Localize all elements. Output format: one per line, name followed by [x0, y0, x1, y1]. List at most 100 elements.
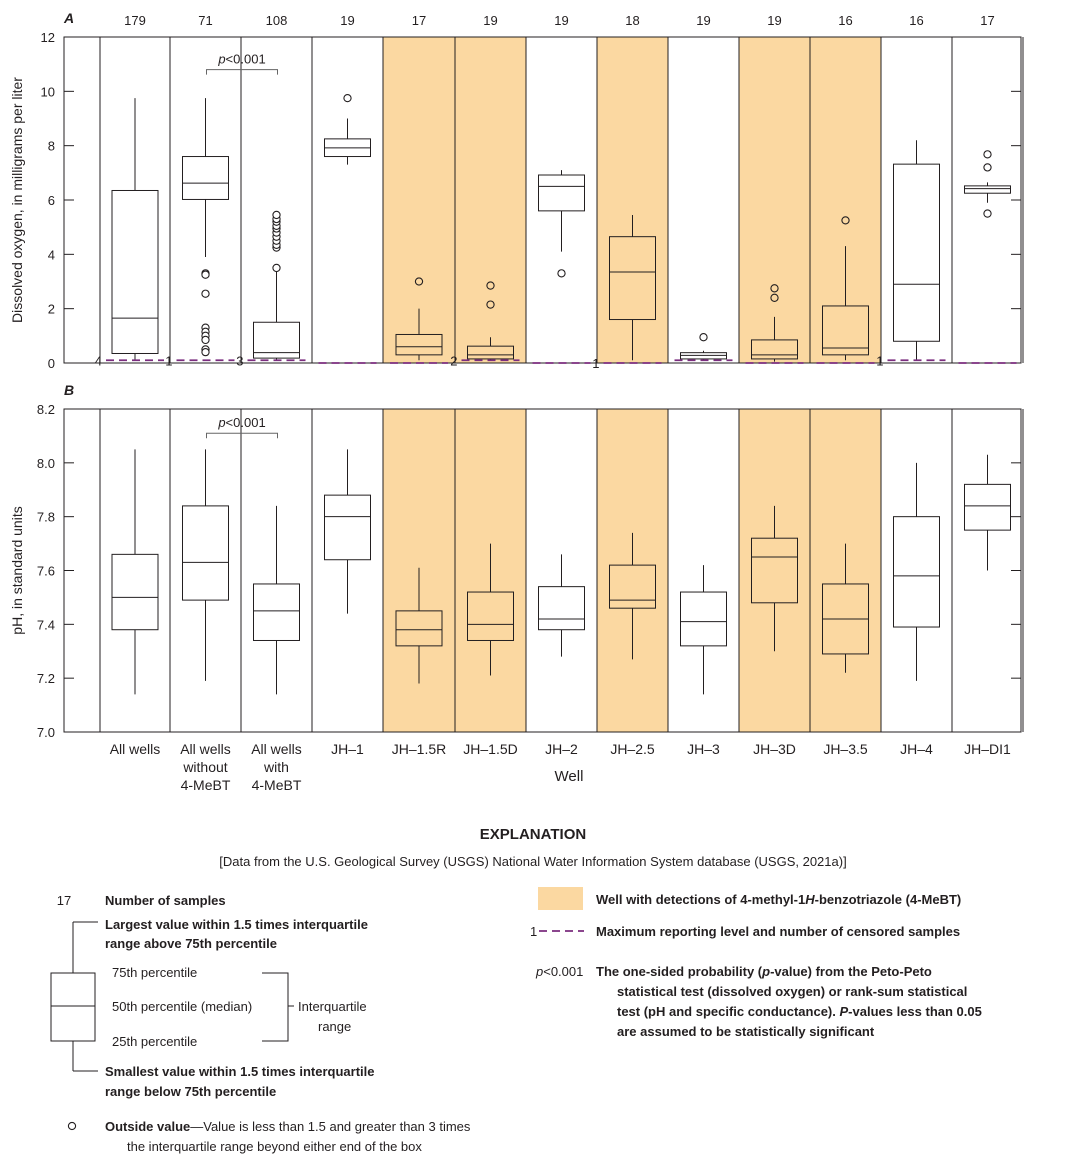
boxplot-12 — [964, 454, 1011, 571]
censored-count-label: 2 — [450, 353, 457, 368]
censored-count-label: 1 — [165, 353, 172, 368]
legend-largest-line1: Largest value within 1.5 times interquar… — [105, 917, 368, 932]
x-tick-label: JH–3.5 — [823, 741, 868, 757]
box-iqr — [111, 189, 159, 354]
box-iqr — [964, 185, 1011, 194]
boxplot-3 — [324, 449, 371, 614]
pvalue-label: p<0.001 — [217, 52, 265, 67]
legend-smallest-line1: Smallest value within 1.5 times interqua… — [105, 1064, 374, 1079]
sample-count: 17 — [412, 13, 426, 28]
y-tick-label: 4 — [48, 247, 55, 262]
legend-outside-bold: Outside value — [105, 1119, 190, 1134]
boxplot-10 — [822, 543, 869, 673]
box-iqr — [395, 610, 443, 647]
legend-reporting-label: Maximum reporting level and number of ce… — [596, 924, 960, 939]
pvalue-label-rest: <0.001 — [226, 415, 266, 430]
sample-count: 16 — [909, 13, 923, 28]
box-iqr — [893, 516, 940, 628]
box-iqr — [253, 321, 300, 359]
y-tick-label: 12 — [41, 30, 55, 45]
x-tick-label: without — [182, 759, 227, 775]
boxplot-1 — [182, 98, 229, 357]
x-tick-label: JH–2.5 — [610, 741, 655, 757]
outlier-point — [272, 210, 281, 220]
y-tick-label: 7.8 — [37, 510, 55, 525]
sample-count: 71 — [198, 13, 212, 28]
legend-smallest-line2: range below 75th percentile — [105, 1084, 276, 1099]
boxplot-12 — [964, 150, 1011, 218]
x-tick-label: JH–DI1 — [964, 741, 1011, 757]
legend-detection-swatch — [538, 887, 583, 910]
box-iqr — [680, 591, 727, 647]
boxplot-7 — [609, 532, 656, 660]
detection-shade — [455, 37, 526, 363]
legend-detection-label-b: -benzotriazole (4-MeBT) — [815, 892, 962, 907]
outlier-point — [486, 300, 495, 309]
explanation: EXPLANATION [Data from the U.S. Geologic… — [50, 826, 982, 1154]
legend-pvalue-example: p<0.001 — [535, 964, 583, 979]
x-tick-label: JH–1 — [331, 741, 364, 757]
legend-box — [50, 972, 96, 1042]
boxplot-6 — [538, 554, 585, 657]
legend-outside-rest: —Value is less than 1.5 and greater than… — [190, 1119, 471, 1134]
legend-outside-value-circle — [67, 1121, 77, 1131]
box-iqr — [538, 174, 585, 212]
y-axis-label: pH, in standard units — [9, 506, 25, 634]
outlier-point — [699, 333, 708, 342]
x-tick-label: with — [263, 759, 289, 775]
box-iqr — [609, 564, 656, 609]
y-tick-label: 10 — [41, 84, 55, 99]
sample-count: 19 — [340, 13, 354, 28]
outlier-point — [201, 347, 210, 357]
outlier-point — [983, 163, 992, 172]
y-tick-label: 7.6 — [37, 564, 55, 579]
censored-count-label: 1 — [876, 353, 883, 368]
legend-pvalue-line3: test (pH and specific conductance). P-va… — [617, 1004, 982, 1019]
legend-n-example: 17 — [57, 893, 71, 908]
boxplot-9 — [751, 505, 798, 652]
box-iqr — [751, 339, 798, 360]
legend-25th: 25th percentile — [112, 1034, 197, 1049]
box-iqr — [182, 156, 229, 200]
x-tick-label: JH–1.5R — [392, 741, 446, 757]
legend-pvalue-line4: are assumed to be statistically signific… — [617, 1024, 875, 1039]
boxplot-0 — [111, 98, 159, 361]
legend-pvalue-line3-italic: P — [840, 1004, 849, 1019]
pvalue-label-rest: <0.001 — [226, 52, 266, 67]
x-tick-label: JH–1.5D — [463, 741, 517, 757]
y-axis-label: Dissolved oxygen, in milligrams per lite… — [9, 77, 25, 323]
x-tick-label: 4-MeBT — [252, 777, 302, 793]
censored-count-label: 1 — [592, 356, 599, 371]
outlier-point — [557, 269, 566, 278]
outlier-point — [201, 270, 210, 279]
box-iqr — [751, 537, 798, 604]
legend-iqr-line2: range — [318, 1019, 351, 1034]
sample-count: 18 — [625, 13, 639, 28]
outlier-point — [414, 277, 424, 286]
sample-count: 179 — [124, 13, 146, 28]
boxplot-9 — [751, 284, 798, 362]
x-tick-label: JH–2 — [545, 741, 578, 757]
y-tick-label: 6 — [48, 193, 55, 208]
legend-pvalue-line1-b: -value) from the Peto-Peto — [770, 964, 932, 979]
box-iqr — [893, 163, 940, 342]
y-tick-label: 8.2 — [37, 402, 55, 417]
outlier-point — [201, 335, 210, 345]
boxplot-3 — [324, 93, 371, 165]
legend-detection-label-italic: H — [805, 892, 815, 907]
box-iqr — [609, 236, 656, 321]
box-iqr — [253, 583, 300, 641]
box-iqr — [324, 494, 371, 561]
boxplot-4 — [395, 567, 443, 684]
boxplot-6 — [538, 170, 585, 278]
sample-count: 19 — [767, 13, 781, 28]
outlier-point — [343, 93, 352, 103]
pvalue-label: p<0.001 — [217, 415, 265, 430]
legend-outside-line1: Outside value—Value is less than 1.5 and… — [105, 1119, 471, 1134]
box-iqr — [538, 586, 585, 631]
explanation-source-note: [Data from the U.S. Geological Survey (U… — [219, 854, 846, 869]
x-tick-label: JH–4 — [900, 741, 933, 757]
legend-n-label: Number of samples — [105, 893, 226, 908]
boxplot-2 — [253, 210, 300, 361]
